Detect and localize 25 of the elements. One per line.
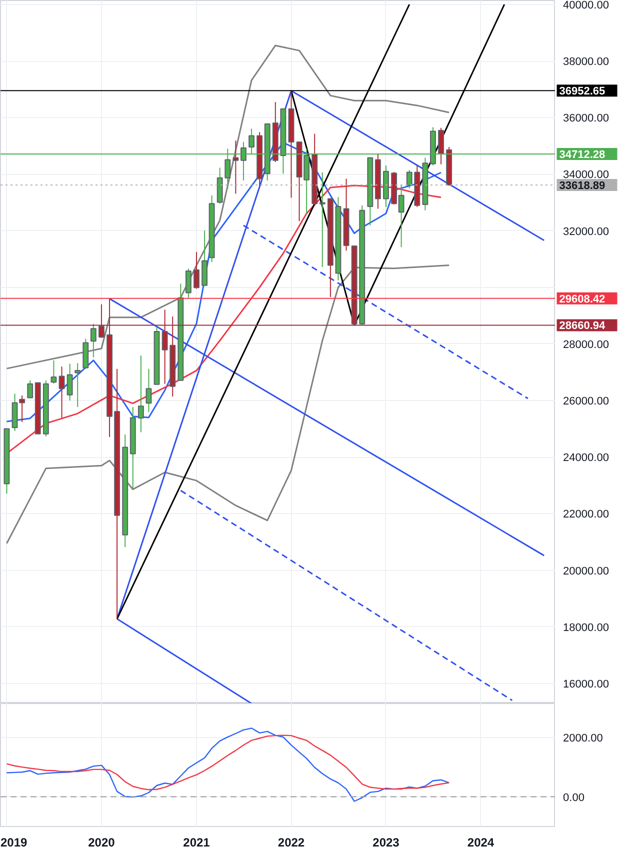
y-tick-label: 32000.00	[563, 226, 609, 238]
ref-line-label: 34712.28	[559, 149, 606, 162]
y-tick-label: 2000.00	[563, 732, 603, 744]
y-tick-label: 40000.00	[563, 0, 609, 12]
ref-line-label: 36952.65	[559, 86, 606, 98]
y-tick-label: 24000.00	[563, 452, 609, 464]
y-tick-label: 38000.00	[563, 56, 609, 68]
y-tick-label: 18000.00	[563, 622, 609, 634]
x-tick-label: 2022	[278, 836, 305, 850]
y-tick-label: 20000.00	[563, 565, 609, 578]
x-tick-label: 2023	[372, 836, 400, 850]
x-tick-label: 2020	[88, 836, 116, 850]
x-tick-label: 2024	[467, 836, 494, 850]
x-tick-label: 2019	[0, 836, 28, 850]
y-tick-label: 22000.00	[563, 508, 609, 521]
y-tick-label: 26000.00	[563, 396, 609, 408]
x-tick-label: 2021	[183, 836, 210, 850]
y-tick-label: 36000.00	[563, 112, 609, 125]
y-tick-label: 16000.00	[563, 678, 609, 690]
ref-line-label: 29608.42	[559, 293, 606, 306]
ref-line-label: 28660.94	[559, 320, 606, 332]
y-tick-label: 28000.00	[563, 338, 609, 351]
ref-line-label: 33618.89	[559, 180, 606, 192]
y-tick-label: 0.00	[563, 792, 584, 804]
y-tick-label: 34000.00	[563, 169, 609, 182]
